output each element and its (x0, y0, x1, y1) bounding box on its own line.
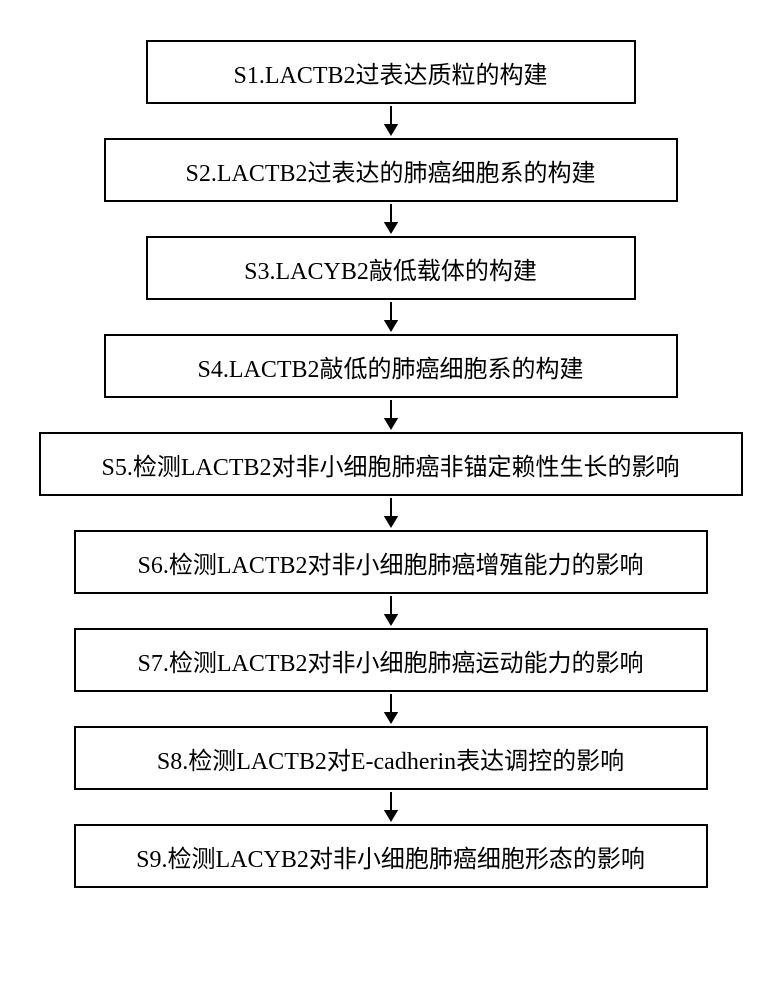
flow-arrow (371, 594, 411, 628)
step-label: S2.LACTB2过表达的肺癌细胞系的构建 (185, 153, 595, 188)
flow-arrow (371, 790, 411, 824)
step-label: S6.检测LACTB2对非小细胞肺癌增殖能力的影响 (137, 545, 643, 580)
step-label: S4.LACTB2敲低的肺癌细胞系的构建 (197, 349, 583, 384)
flowchart-container: S1.LACTB2过表达质粒的构建 S2.LACTB2过表达的肺癌细胞系的构建 S3… (0, 0, 781, 1000)
flow-arrow (371, 300, 411, 334)
flow-arrow (371, 692, 411, 726)
step-s3: S3.LACYB2敲低载体的构建 (146, 236, 636, 300)
step-s9: S9.检测LACYB2对非小细胞肺癌细胞形态的影响 (74, 824, 708, 888)
step-label: S9.检测LACYB2对非小细胞肺癌细胞形态的影响 (136, 839, 645, 874)
step-label: S8.检测LACTB2对E-cadherin表达调控的影响 (157, 741, 624, 776)
flow-arrow (371, 104, 411, 138)
step-label: S1.LACTB2过表达质粒的构建 (233, 55, 547, 90)
step-s5: S5.检测LACTB2对非小细胞肺癌非锚定赖性生长的影响 (39, 432, 743, 496)
step-s7: S7.检测LACTB2对非小细胞肺癌运动能力的影响 (74, 628, 708, 692)
step-s4: S4.LACTB2敲低的肺癌细胞系的构建 (104, 334, 678, 398)
flow-arrow (371, 202, 411, 236)
step-s6: S6.检测LACTB2对非小细胞肺癌增殖能力的影响 (74, 530, 708, 594)
step-label: S7.检测LACTB2对非小细胞肺癌运动能力的影响 (137, 643, 643, 678)
step-s1: S1.LACTB2过表达质粒的构建 (146, 40, 636, 104)
step-s8: S8.检测LACTB2对E-cadherin表达调控的影响 (74, 726, 708, 790)
step-s2: S2.LACTB2过表达的肺癌细胞系的构建 (104, 138, 678, 202)
flow-arrow (371, 398, 411, 432)
step-label: S5.检测LACTB2对非小细胞肺癌非锚定赖性生长的影响 (101, 447, 679, 482)
step-label: S3.LACYB2敲低载体的构建 (244, 251, 537, 286)
flow-arrow (371, 496, 411, 530)
